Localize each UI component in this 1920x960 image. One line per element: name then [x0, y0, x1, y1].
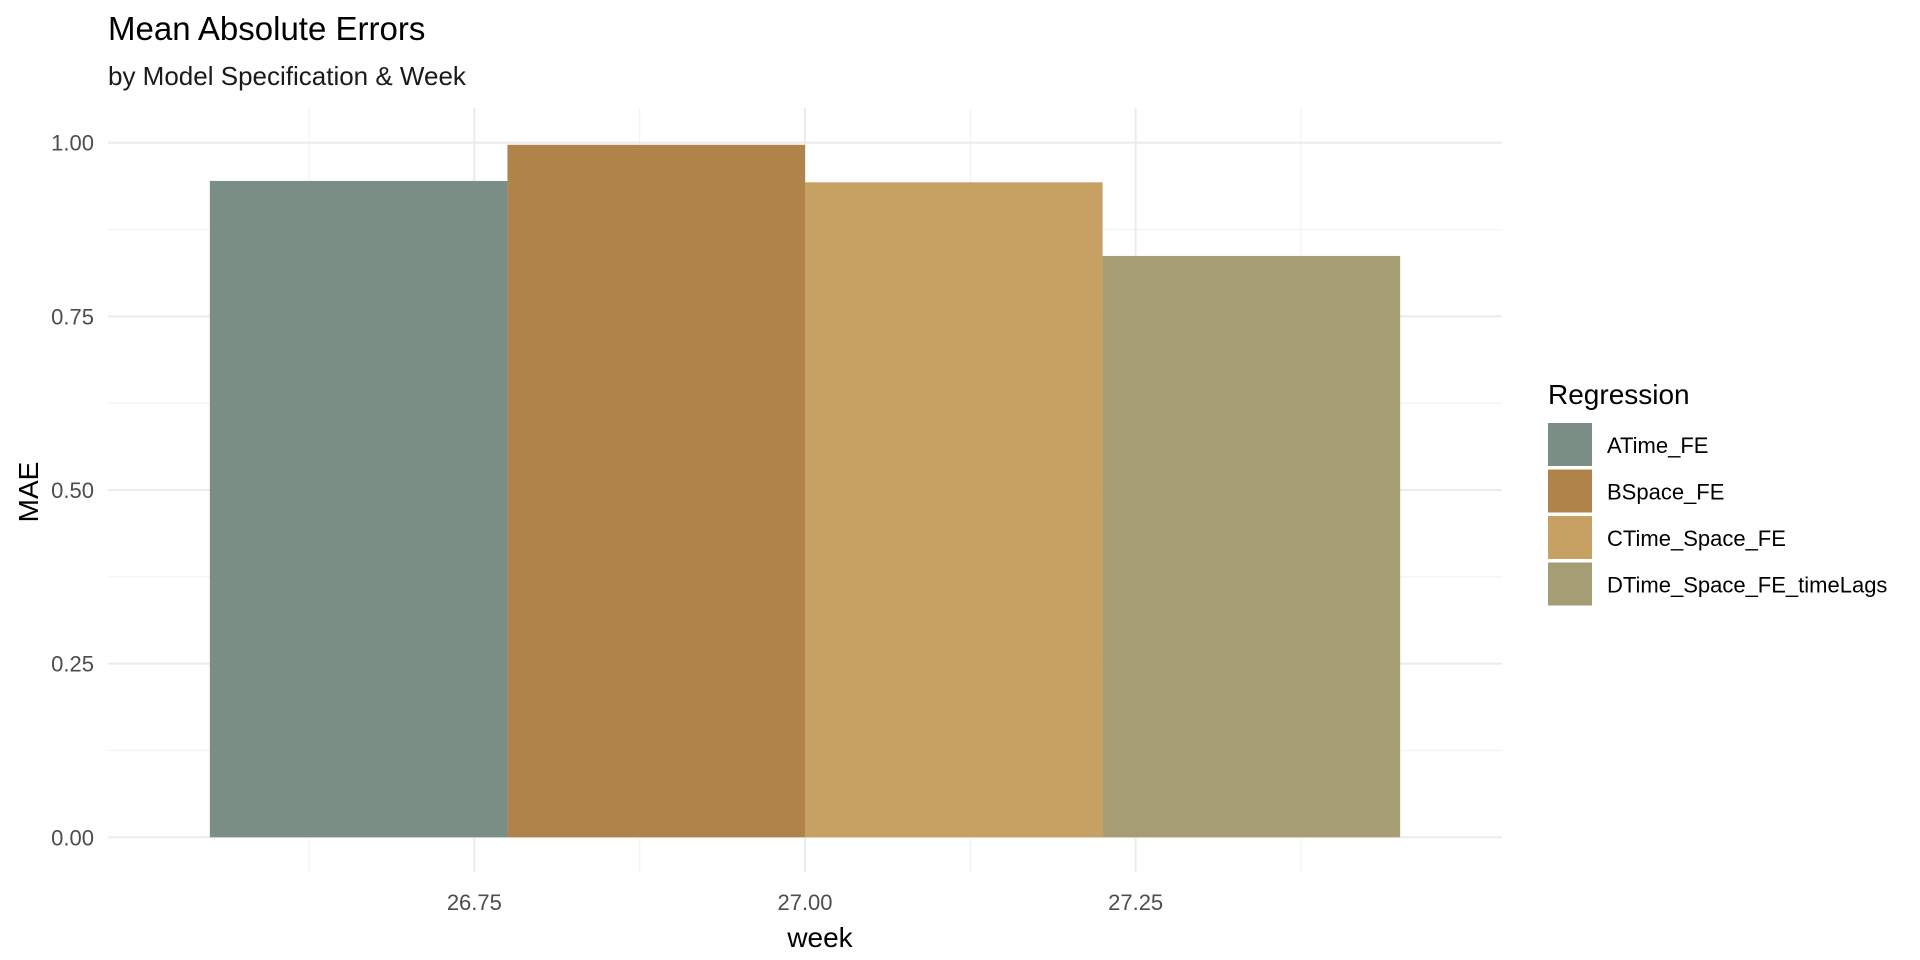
y-tick-label: 0.00	[51, 825, 94, 850]
legend-swatch-BSpace_FE	[1548, 469, 1592, 513]
y-tick-label: 0.25	[51, 652, 94, 677]
bar-DTime_Space_FE_timeLags	[1102, 255, 1401, 838]
y-axis-ticks: 0.00 0.25 0.50 0.75 1.00	[51, 131, 94, 851]
legend-label-CTime_Space_FE: CTime_Space_FE	[1607, 526, 1786, 551]
chart-title: Mean Absolute Errors	[108, 10, 425, 47]
chart-subtitle: by Model Specification & Week	[108, 61, 467, 91]
legend-swatch-CTime_Space_FE	[1548, 516, 1592, 559]
x-axis-title: week	[786, 922, 853, 953]
legend-swatch-ATime_FE	[1548, 423, 1592, 466]
bar-CTime_Space_FE	[805, 182, 1103, 838]
y-axis-title: MAE	[13, 462, 44, 523]
legend-label-ATime_FE: ATime_FE	[1607, 433, 1708, 458]
x-tick-label: 26.75	[447, 890, 502, 915]
x-axis-ticks: 26.75 27.00 27.25	[447, 890, 1163, 915]
legend-swatch-DTime_Space_FE_timeLags	[1548, 562, 1592, 606]
y-tick-label: 0.75	[51, 304, 94, 329]
legend: ATime_FE BSpace_FE CTime_Space_FE DTime_Spa…	[1548, 423, 1887, 606]
x-tick-label: 27.25	[1108, 890, 1163, 915]
y-tick-label: 0.50	[51, 478, 94, 503]
bar-BSpace_FE	[507, 144, 805, 838]
bar-ATime_FE	[209, 180, 508, 838]
legend-label-BSpace_FE: BSpace_FE	[1607, 480, 1724, 505]
legend-title: Regression	[1548, 379, 1690, 410]
legend-label-DTime_Space_FE_timeLags: DTime_Space_FE_timeLags	[1607, 573, 1887, 598]
bars	[209, 144, 1401, 838]
y-tick-label: 1.00	[51, 131, 94, 156]
x-tick-label: 27.00	[777, 890, 832, 915]
